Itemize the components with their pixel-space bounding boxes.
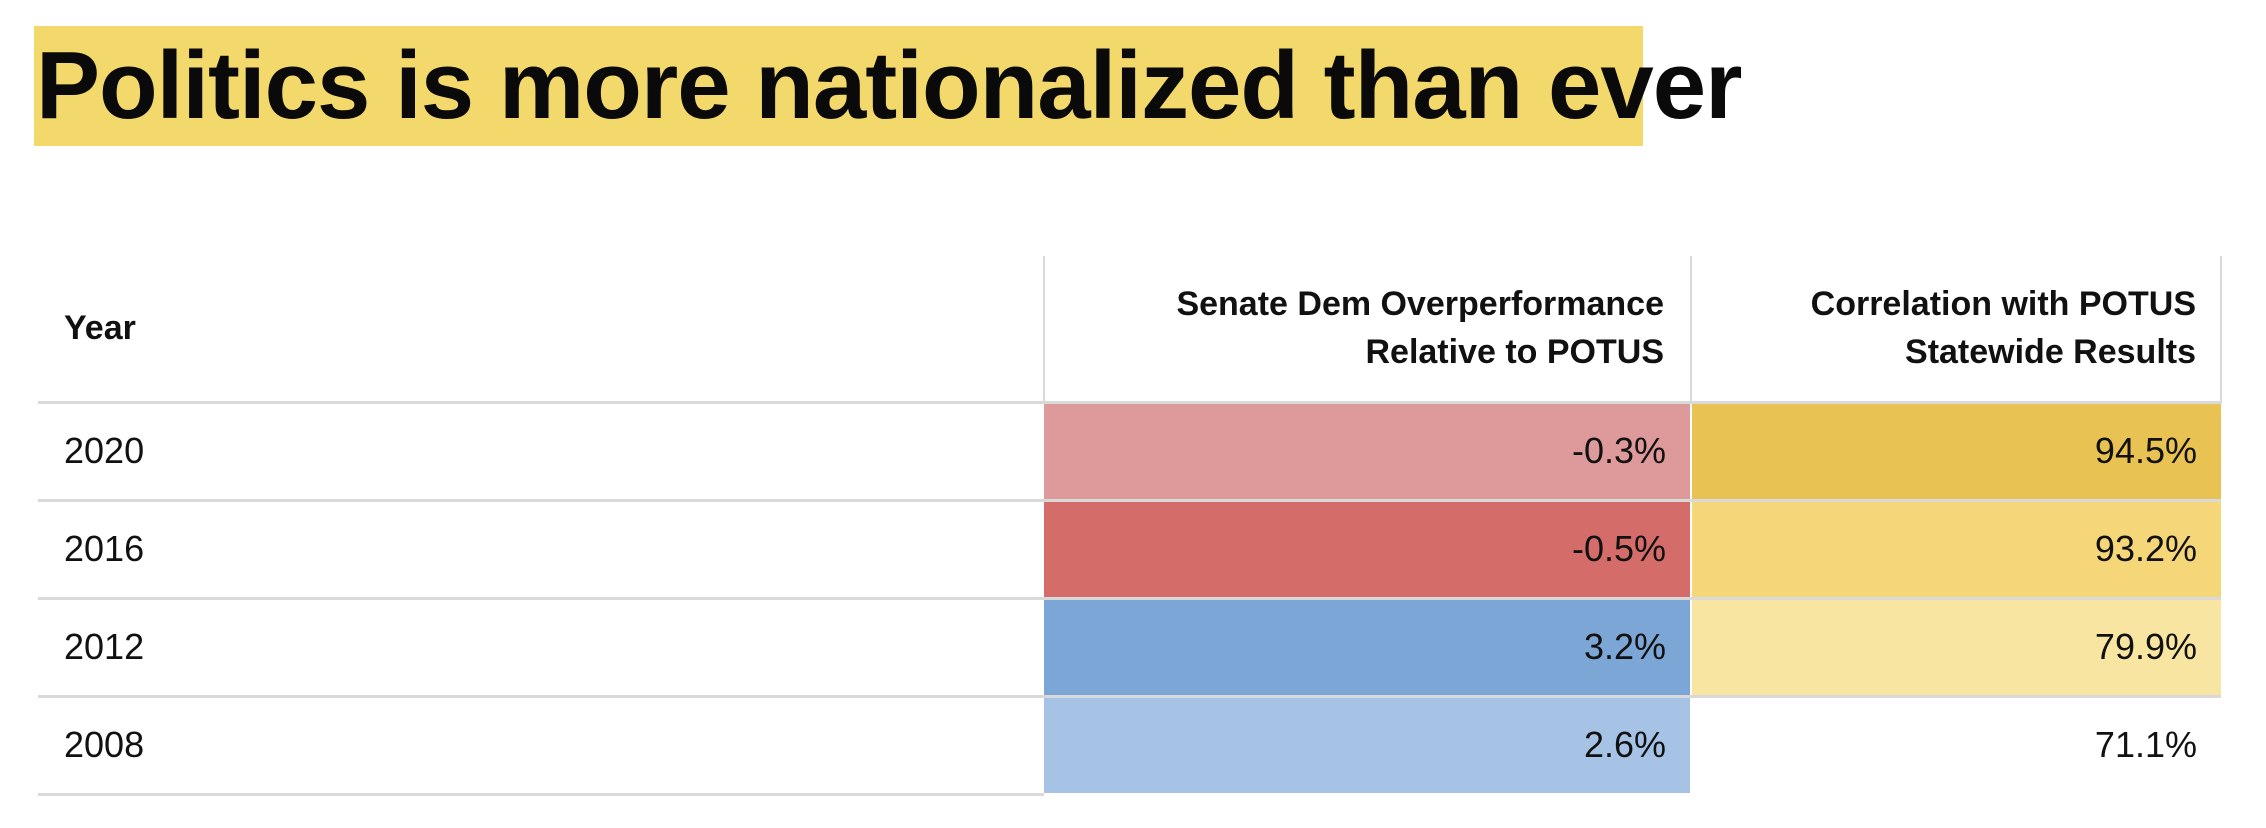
column-header-senate-line2: Relative to POTUS <box>1365 333 1664 372</box>
table-row: 2012 3.2% 79.9% <box>38 598 2221 698</box>
senate-cell: 2.6% <box>1044 696 1692 796</box>
year-cell: 2020 <box>38 402 1044 502</box>
title-highlight: Politics is more nationalized than ever <box>34 26 1742 146</box>
column-header-year-label: Year <box>64 309 136 348</box>
senate-cell: 3.2% <box>1044 598 1692 698</box>
year-cell: 2008 <box>38 696 1044 796</box>
header-row: Year Senate Dem Overperformance Relative… <box>38 256 2222 404</box>
correlation-cell: 94.5% <box>1691 402 2221 502</box>
column-header-correlation-line1: Correlation with POTUS <box>1810 285 2196 324</box>
column-header-correlation: Correlation with POTUS Statewide Results <box>1691 256 2222 404</box>
chart-title: Politics is more nationalized than ever <box>36 32 1742 139</box>
column-header-correlation-line2: Statewide Results <box>1905 333 2196 372</box>
correlation-cell: 79.9% <box>1691 598 2221 698</box>
data-table: Year Senate Dem Overperformance Relative… <box>38 256 2222 796</box>
correlation-cell: 71.1% <box>1691 696 2221 796</box>
column-header-senate: Senate Dem Overperformance Relative to P… <box>1043 256 1692 404</box>
column-header-year: Year <box>38 256 1044 404</box>
year-cell: 2012 <box>38 598 1044 698</box>
senate-cell: -0.3% <box>1044 402 1692 502</box>
table-row: 2008 2.6% 71.1% <box>38 696 2221 796</box>
senate-cell: -0.5% <box>1044 500 1692 600</box>
table-row: 2016 -0.5% 93.2% <box>38 500 2221 600</box>
table-row: 2020 -0.3% 94.5% <box>38 402 2221 502</box>
year-cell: 2016 <box>38 500 1044 600</box>
correlation-cell: 93.2% <box>1691 500 2221 600</box>
column-header-senate-line1: Senate Dem Overperformance <box>1176 285 1664 324</box>
